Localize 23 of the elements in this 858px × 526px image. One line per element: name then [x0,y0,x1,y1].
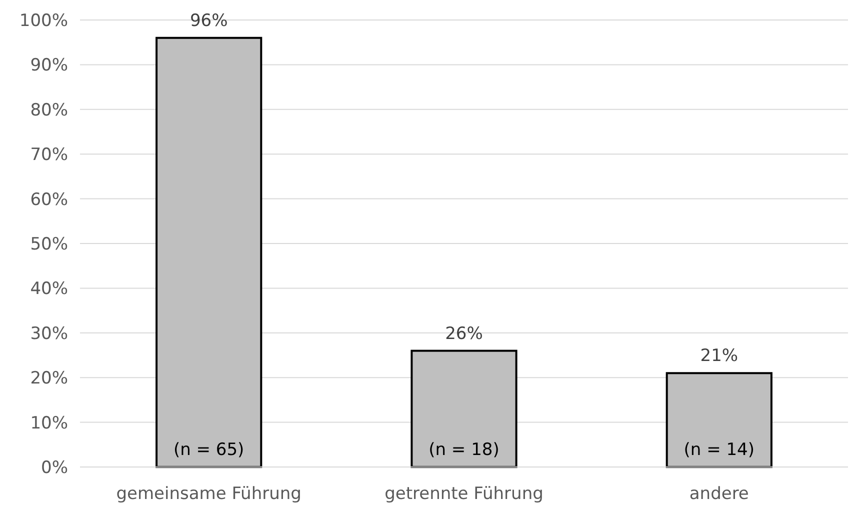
annotation: (n = 18) [428,440,500,460]
y-tick-label: 70% [30,145,68,166]
x-tick-label: gemeinsame Führung [116,484,302,504]
annotation: (n = 65) [173,440,244,460]
bar [156,36,262,468]
data-label: 26% [445,324,483,344]
bar [666,372,772,468]
y-tick-label: 20% [30,368,68,389]
data-label: 21% [700,346,738,366]
y-tick-label: 80% [30,100,68,120]
data-label: 96% [190,10,228,31]
annotation: (n = 14) [684,440,755,460]
y-tick-label: 90% [30,56,68,76]
x-tick-label: getrennte Führung [384,484,544,504]
y-tick-label: 30% [30,324,68,344]
y-tick-label: 10% [30,413,68,434]
bar [410,350,518,468]
y-tick-label: 60% [30,190,68,210]
y-tick-label: 0% [41,458,68,478]
x-tick-label: andere [689,484,749,504]
y-tick-label: 40% [30,279,68,300]
y-tick-label: 100% [19,10,68,31]
y-tick-label: 50% [30,234,68,254]
